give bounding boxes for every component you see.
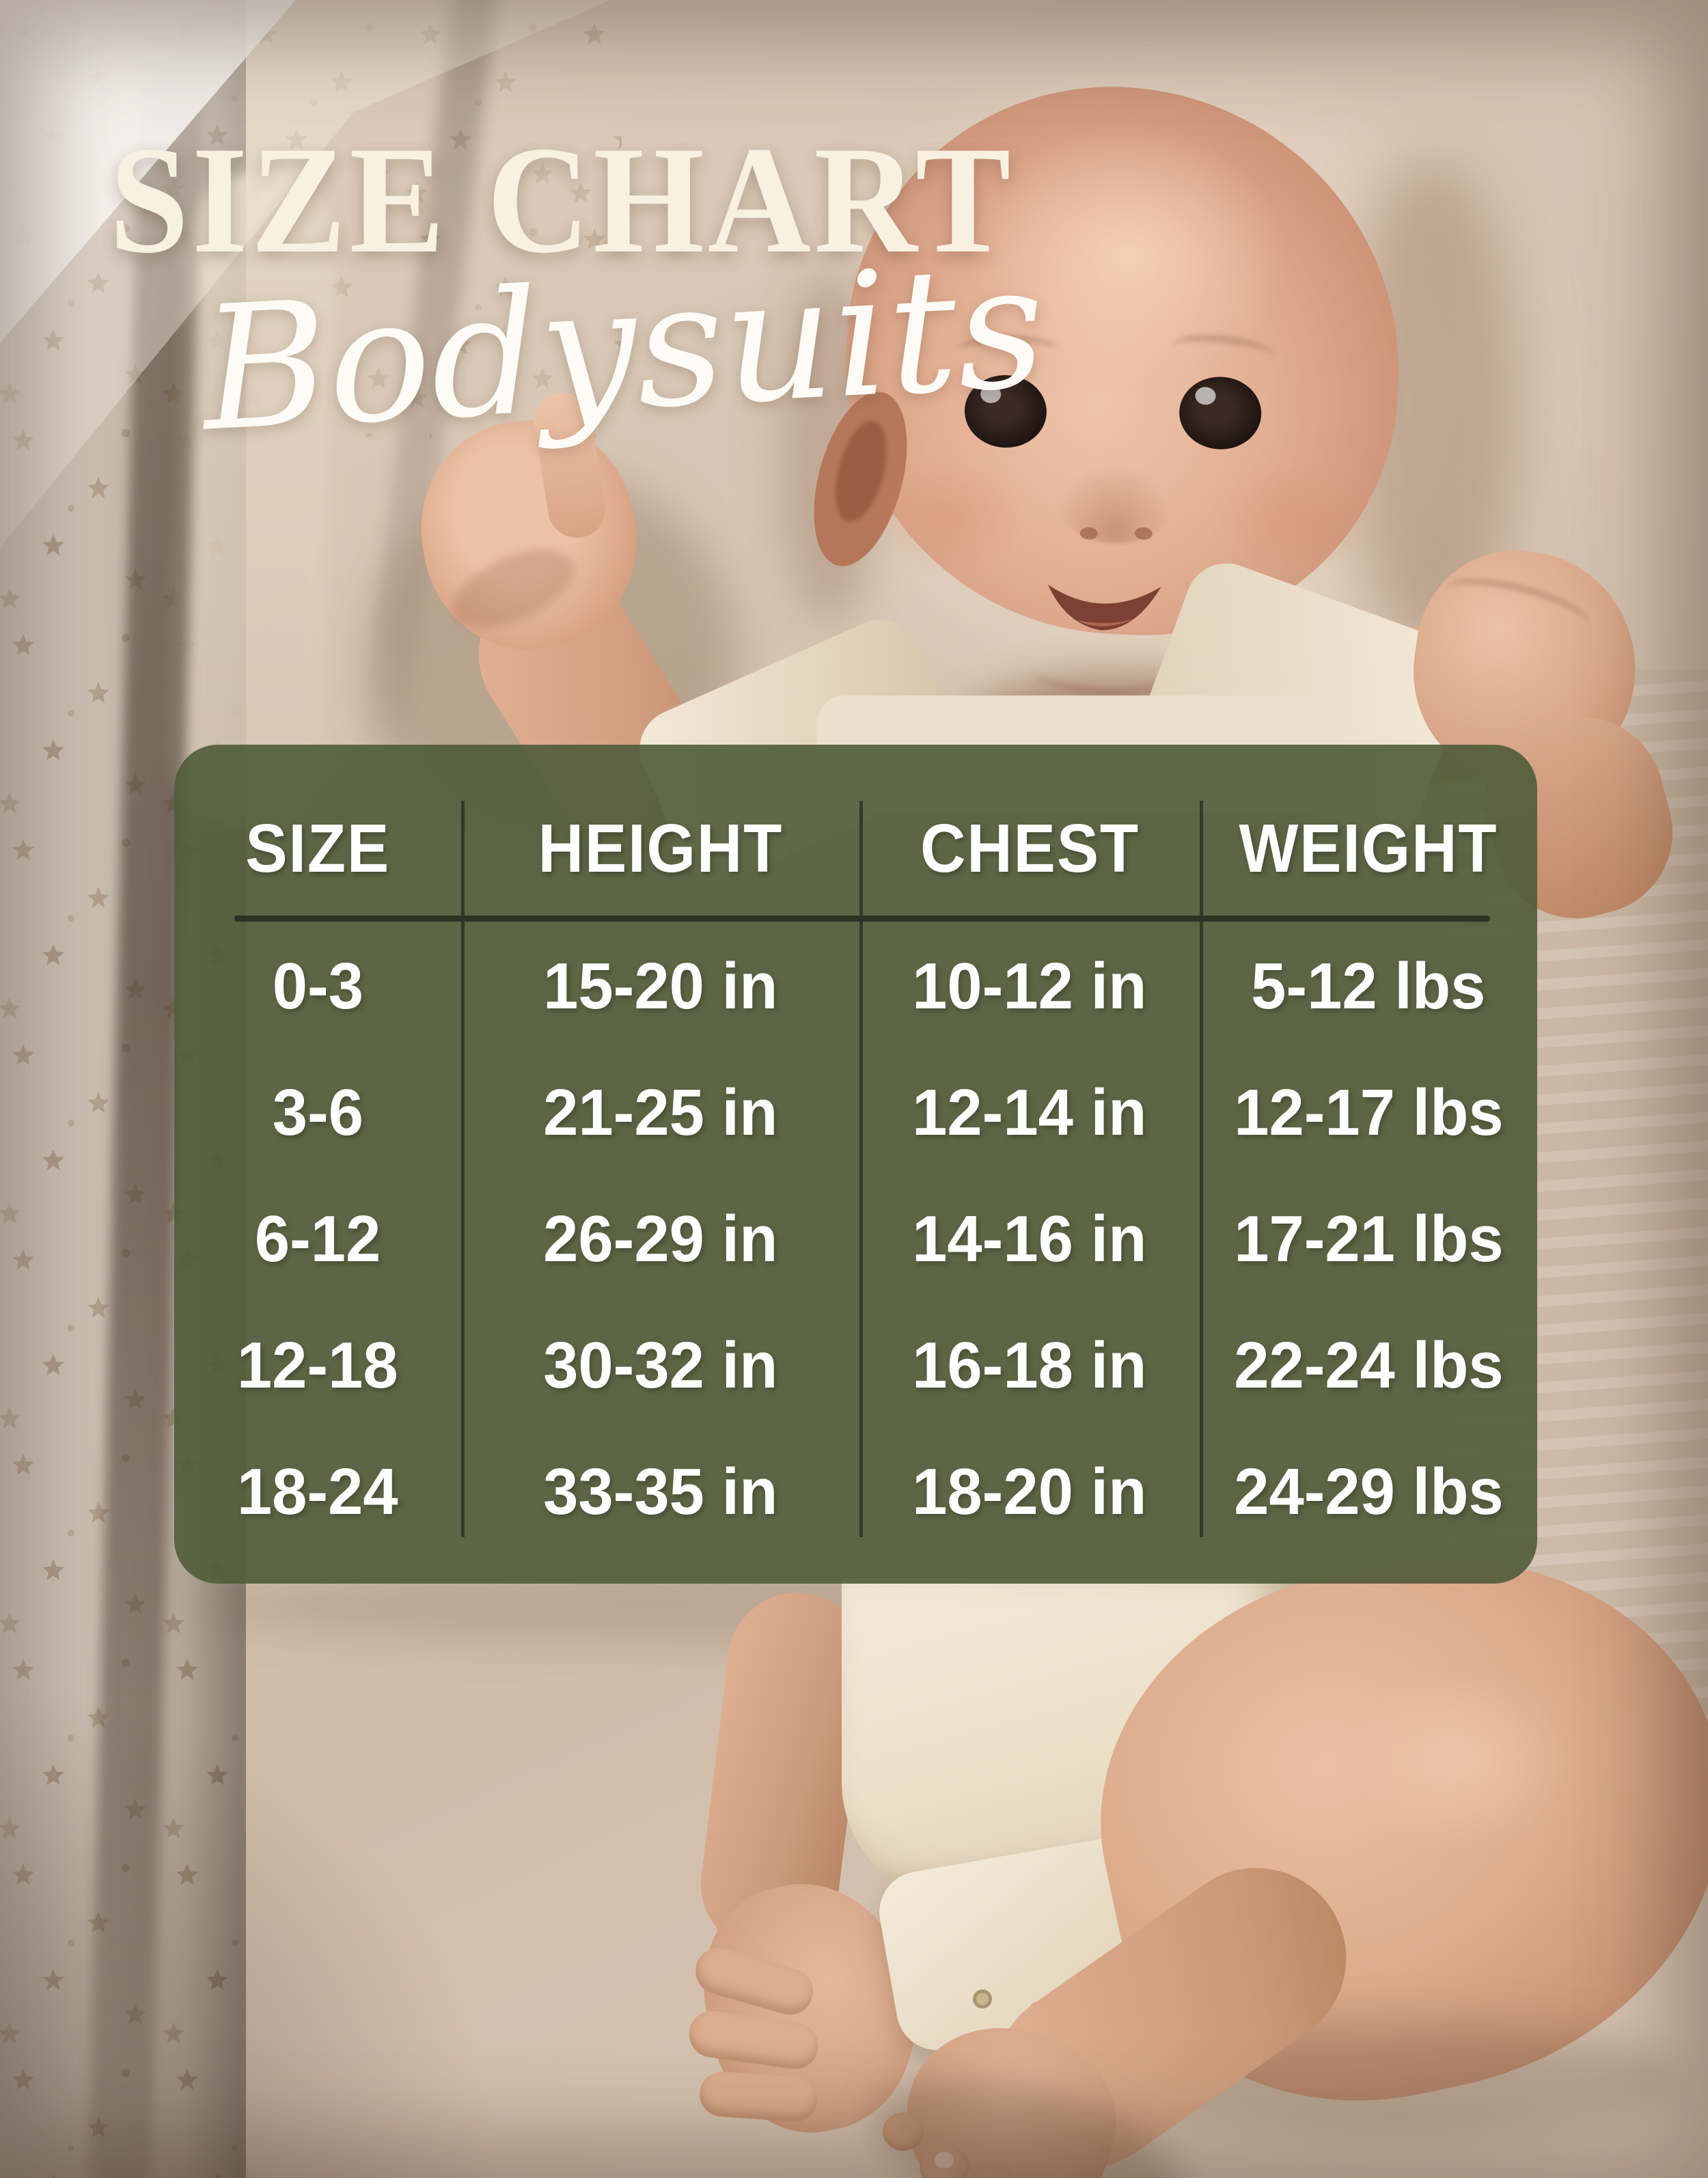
title-block: SIZE CHART Bodysuits [109,114,1082,469]
baby-finger [698,2070,819,2123]
table-row: 3-6 21-25 in 12-14 in 12-17 lbs [174,1049,1537,1176]
size-cell: 12-18 [237,1328,398,1402]
table-body: 0-3 15-20 in 10-12 in 5-12 lbs 3-6 21-25… [174,923,1537,1555]
header-weight: WEIGHT [1239,810,1498,887]
weight-cell: 12-17 lbs [1233,1075,1504,1149]
baby-nose [1056,464,1174,547]
baby-head [797,73,1414,699]
weight-cell: 5-12 lbs [1251,949,1486,1023]
chest-cell: 12-14 in [912,1075,1147,1149]
table-header-row: SIZE HEIGHT CHEST WEIGHT [174,745,1537,915]
table-row: 12-18 30-32 in 16-18 in 22-24 lbs [174,1302,1537,1429]
chest-cell: 14-16 in [912,1202,1147,1276]
chest-cell: 18-20 in [912,1455,1147,1528]
height-cell: 21-25 in [542,1075,778,1149]
chest-cell: 10-12 in [912,949,1147,1023]
size-cell: 6-12 [254,1202,381,1276]
height-cell: 15-20 in [542,949,778,1023]
baby-toe [883,2112,924,2151]
toenail-highlight [935,2152,954,2168]
chest-cell: 16-18 in [912,1328,1147,1402]
height-cell: 30-32 in [542,1328,778,1402]
eye-glint [1194,386,1217,406]
table-row: 18-24 33-35 in 18-20 in 24-29 lbs [174,1429,1537,1555]
weight-cell: 17-21 lbs [1233,1202,1504,1276]
baby-toe [970,2163,1015,2178]
size-cell: 18-24 [237,1455,398,1528]
weight-cell: 24-29 lbs [1233,1455,1504,1528]
header-height: HEIGHT [538,810,783,887]
baby-eye-right [1177,374,1263,452]
weight-cell: 22-24 lbs [1233,1328,1504,1402]
knee-highlight [1346,1667,1578,1851]
size-cell: 0-3 [272,949,363,1023]
page-subtitle: Bodysuits [197,226,1049,469]
column-divider [1200,801,1203,1537]
table-row: 6-12 26-29 in 14-16 in 17-21 lbs [174,1176,1537,1302]
height-cell: 33-35 in [542,1455,778,1528]
column-divider [859,801,863,1537]
header-size: SIZE [245,810,390,887]
size-cell: 3-6 [272,1075,363,1149]
size-chart-table: SIZE HEIGHT CHEST WEIGHT 0-3 15-20 in 10… [174,745,1537,1584]
table-row: 0-3 15-20 in 10-12 in 5-12 lbs [174,923,1537,1049]
bodysuit-snap [973,1989,992,2009]
baby-smile [1047,584,1161,631]
page-title: SIZE CHART [109,114,1015,285]
height-cell: 26-29 in [542,1202,778,1276]
column-divider [461,801,465,1537]
header-chest: CHEST [920,810,1140,887]
